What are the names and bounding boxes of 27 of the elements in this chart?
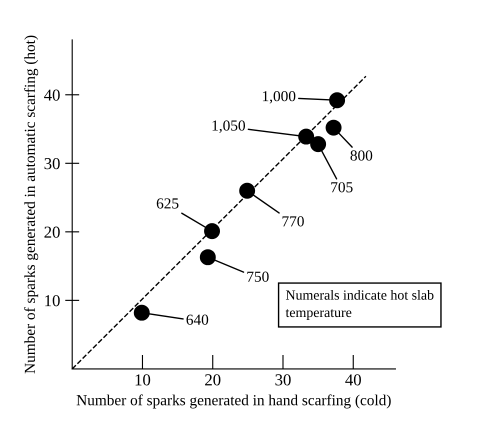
annotation: 1,050 <box>212 120 246 133</box>
y-tick-label: 30 <box>44 158 60 170</box>
x-tick-label: 20 <box>205 374 220 386</box>
point <box>298 128 314 145</box>
annotation: 705 <box>331 182 353 192</box>
annotation: 640 <box>186 314 208 325</box>
point <box>200 249 216 266</box>
point <box>134 304 150 321</box>
annotation: 625 <box>156 198 178 209</box>
x-axis-title: Number of sparks generated in hand scarfing (cold) <box>76 394 391 408</box>
point <box>310 136 326 152</box>
y-tick-label: 20 <box>44 226 60 238</box>
point <box>326 120 342 136</box>
annotation: 800 <box>350 150 372 161</box>
point <box>204 223 220 240</box>
annotation: 1,000 <box>262 90 296 104</box>
annotation: Numerals indicate hot slab temperature <box>286 290 434 320</box>
y-tick-label: 40 <box>44 89 60 101</box>
y-tick-label: 10 <box>45 295 60 306</box>
annotation: 750 <box>247 272 269 282</box>
x-tick-label: 10 <box>136 374 150 386</box>
point <box>239 182 256 199</box>
annotation: 770 <box>282 216 304 226</box>
point <box>329 92 346 108</box>
x-tick-label: 40 <box>345 374 361 386</box>
y-axis-title: Number of sparks generated in automatic scarfing (hot) <box>24 36 38 374</box>
x-tick-label: 30 <box>275 374 291 386</box>
